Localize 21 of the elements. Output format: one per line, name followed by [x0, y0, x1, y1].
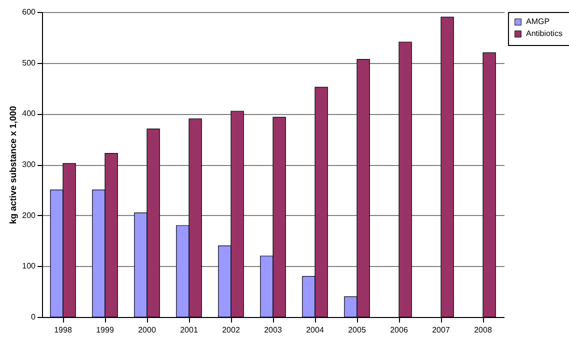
x-tick-label: 2002	[222, 326, 240, 334]
x-tick-label: 1998	[54, 326, 72, 334]
y-tick-label: 100	[22, 262, 36, 271]
y-tick-label: 600	[22, 8, 36, 16]
x-tick-label: 2001	[180, 326, 198, 334]
x-tick-label: 2003	[264, 326, 282, 334]
legend-label: Antibiotics	[526, 29, 562, 38]
x-tick-label: 2007	[432, 326, 450, 334]
y-tick-label: 200	[22, 210, 36, 220]
y-axis-title: kg active substance x 1,000	[8, 106, 18, 224]
y-tick-label: 500	[22, 58, 36, 68]
x-tick-label: 2006	[390, 326, 408, 334]
y-tick-label: 400	[22, 109, 36, 118]
legend-label: AMGP	[526, 17, 550, 26]
y-tick-label: 300	[22, 160, 36, 169]
x-tick-label: 2008	[474, 326, 492, 334]
x-tick-label: 2000	[138, 326, 156, 334]
y-tick-label: 0	[31, 312, 36, 322]
x-tick-label: 2004	[306, 326, 324, 334]
x-tick-label: 1999	[96, 326, 114, 334]
x-tick-label: 2005	[348, 326, 366, 334]
